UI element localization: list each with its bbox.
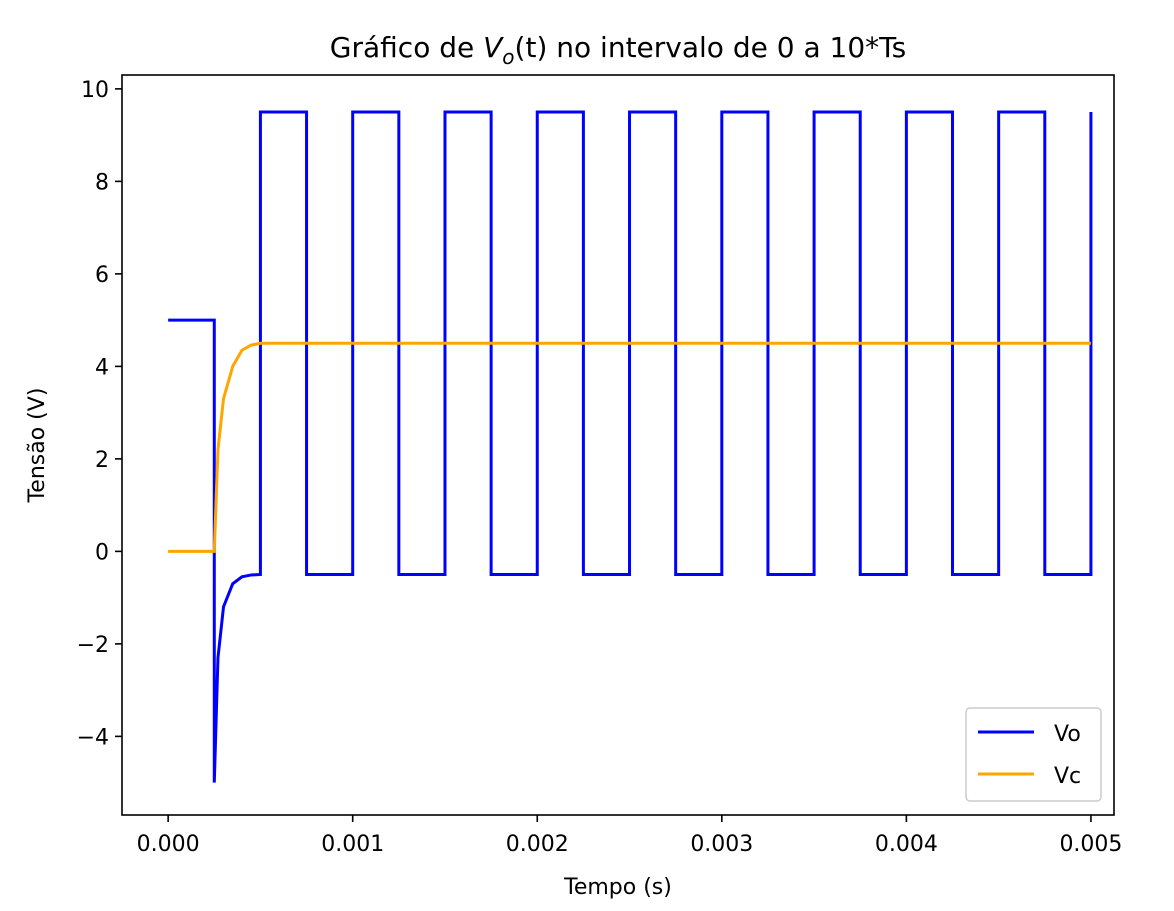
x-tick-label: 0.004	[875, 832, 938, 857]
chart-title: Gráfico de Vo(t) no intervalo de 0 a 10*…	[330, 31, 906, 69]
x-tick-label: 0.002	[506, 832, 569, 857]
y-axis-label: Tensão (V)	[25, 388, 50, 504]
y-tick-label: 4	[95, 355, 109, 380]
x-axis-label: Tempo (s)	[563, 875, 672, 900]
x-tick-label: 0.001	[321, 832, 384, 857]
y-tick-label: 0	[95, 540, 109, 565]
y-tick-label: 8	[95, 170, 109, 195]
y-axis-ticks: −4 −2 0 2 4 6 8 10	[77, 78, 122, 750]
legend: Vo Vc	[965, 707, 1102, 802]
x-tick-label: 0.003	[690, 832, 753, 857]
y-tick-label: −4	[77, 725, 109, 750]
x-tick-label: 0.000	[137, 832, 200, 857]
x-tick-label: 0.005	[1059, 832, 1122, 857]
plot-frame	[121, 74, 1115, 816]
series-line-vc	[168, 341, 1091, 553]
series-layer	[168, 110, 1093, 783]
legend-label-vc: Vc	[1054, 764, 1081, 789]
y-tick-label: 6	[95, 263, 109, 288]
y-tick-label: 10	[81, 78, 109, 103]
y-tick-label: −2	[77, 633, 109, 658]
y-tick-label: 2	[95, 448, 109, 473]
legend-label-vo: Vo	[1054, 722, 1081, 747]
x-axis-ticks: 0.000 0.001 0.002 0.003 0.004 0.005	[137, 815, 1122, 857]
